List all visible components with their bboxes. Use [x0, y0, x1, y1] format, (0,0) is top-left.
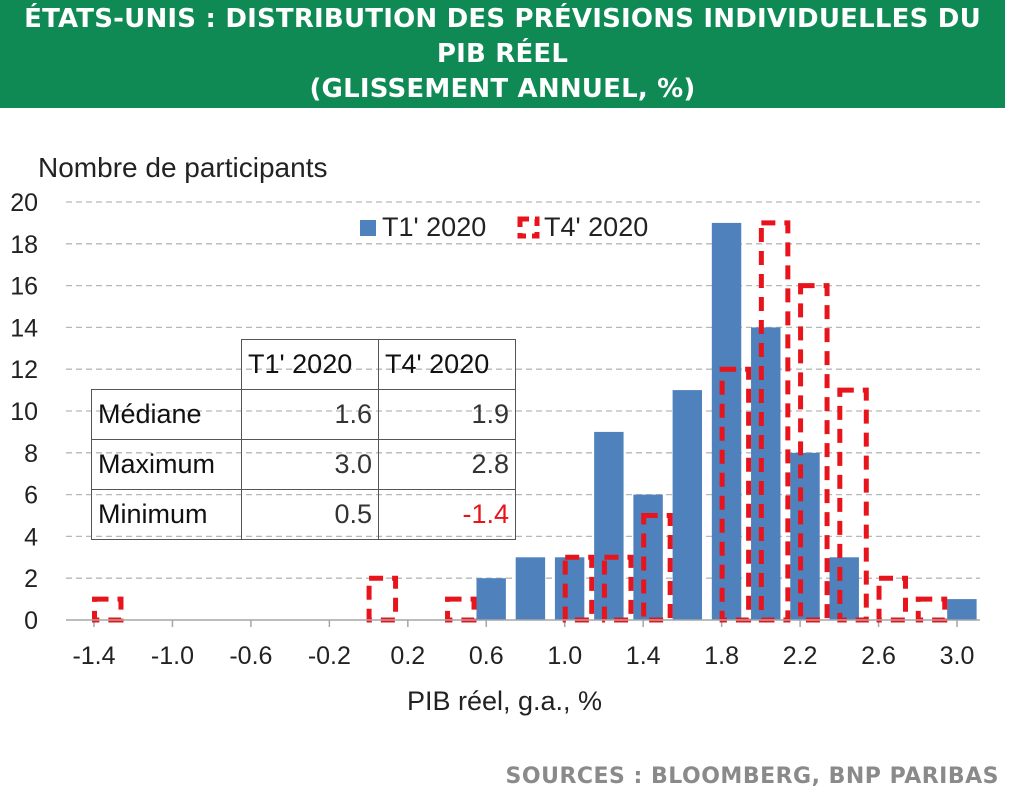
table-cell: 3.0 — [241, 439, 379, 490]
x-tick-label: 1.0 — [547, 642, 582, 670]
x-tick-labels: -1.4 -1.0 -0.6 -0.2 0.2 0.6 1.0 1.4 1.8 2.2 2.6 3.0 — [72, 620, 974, 670]
y-tick-label: 10 — [10, 398, 38, 426]
table-cell: 0.5 — [241, 489, 379, 540]
table-corner — [91, 339, 242, 390]
bar-t4 — [758, 220, 791, 623]
bar-t1 — [947, 599, 977, 620]
y-tick-label: 12 — [10, 356, 38, 384]
legend: T1' 2020 T4' 2020 — [360, 212, 648, 242]
bar-t4 — [719, 366, 752, 623]
y-tick-label: 4 — [24, 523, 38, 551]
y-tick-label: 20 — [10, 189, 38, 217]
x-tick-label: -0.6 — [229, 642, 272, 670]
bar-t4 — [366, 575, 399, 623]
table-header-row: T1' 2020 T4' 2020 — [91, 339, 516, 390]
x-tick-label: 2.2 — [783, 642, 818, 670]
table-cell: 1.6 — [241, 389, 379, 440]
x-tick-label: 1.8 — [704, 642, 739, 670]
x-tick-label: -1.0 — [151, 642, 194, 670]
chart-title-line-2: (GLISSEMENT ANNUEL, %) — [309, 73, 696, 104]
chart-title-line-1: ÉTATS-UNIS : DISTRIBUTION DES PRÉVISIONS… — [24, 3, 981, 69]
bar-t1 — [554, 557, 585, 620]
table-row-maximum: Maximum 3.0 2.8 — [91, 439, 516, 490]
x-tick-label: 0.2 — [390, 642, 425, 670]
legend-swatch-t4 — [517, 216, 540, 239]
legend-label-t4: T4' 2020 — [544, 212, 648, 242]
bar-t4 — [837, 387, 869, 623]
table-cell: 2.8 — [378, 439, 516, 490]
table-column-header: T1' 2020 — [241, 339, 379, 390]
y-tick-label: 16 — [10, 273, 38, 301]
bar-t1 — [672, 390, 703, 620]
y-axis-label: Nombre de participants — [38, 152, 328, 183]
x-tick-label: 1.4 — [626, 642, 661, 670]
table-column-header: T4' 2020 — [378, 339, 516, 390]
table-row-label: Médiane — [91, 389, 242, 440]
table-cell: 1.9 — [378, 389, 516, 440]
y-tick-label: 0 — [24, 607, 38, 635]
series-t1-bars — [476, 222, 977, 620]
x-tick-label: -0.2 — [308, 642, 351, 670]
bar-t1 — [751, 327, 781, 620]
table-row-mediane: Médiane 1.6 1.9 — [91, 389, 516, 440]
x-tick-label: -1.4 — [72, 642, 115, 670]
x-tick-label: 3.0 — [940, 642, 975, 670]
table-row-label: Maximum — [91, 439, 242, 490]
table-row-label: Minimum — [91, 489, 242, 540]
y-tick-label: 6 — [24, 482, 38, 510]
table-row-minimum: Minimum 0.5 -1.4 — [91, 489, 516, 540]
x-tick-label: 0.6 — [469, 642, 504, 670]
x-tick-label: 2.6 — [861, 642, 896, 670]
y-tick-label: 8 — [24, 440, 38, 468]
x-axis-label: PIB réel, g.a., % — [406, 686, 603, 716]
bar-t1 — [515, 557, 546, 620]
chart-header: ÉTATS-UNIS : DISTRIBUTION DES PRÉVISIONS… — [0, 0, 1005, 108]
source-note: SOURCES : BLOOMBERG, BNP PARIBAS — [505, 764, 999, 789]
bar-t4 — [91, 596, 124, 623]
bar-t1 — [711, 222, 742, 620]
y-tick-label: 2 — [24, 565, 38, 593]
bar-t4 — [445, 596, 477, 623]
y-tick-label: 14 — [10, 314, 38, 342]
bar-t1 — [476, 578, 506, 620]
bar-t1 — [594, 431, 624, 620]
legend-swatch-t1 — [360, 220, 376, 236]
table-cell-negative: -1.4 — [378, 489, 516, 540]
y-tick-labels: 0 2 4 6 8 10 12 14 16 18 20 — [10, 189, 38, 635]
legend-label-t1: T1' 2020 — [382, 212, 486, 242]
bar-t4 — [876, 575, 909, 623]
bar-t4 — [915, 596, 948, 623]
bar-t1 — [790, 452, 820, 620]
bar-t1 — [829, 557, 859, 620]
statistics-table: T1' 2020 T4' 2020 Médiane 1.6 1.9 Maximu… — [91, 339, 516, 540]
y-tick-label: 18 — [10, 231, 38, 259]
